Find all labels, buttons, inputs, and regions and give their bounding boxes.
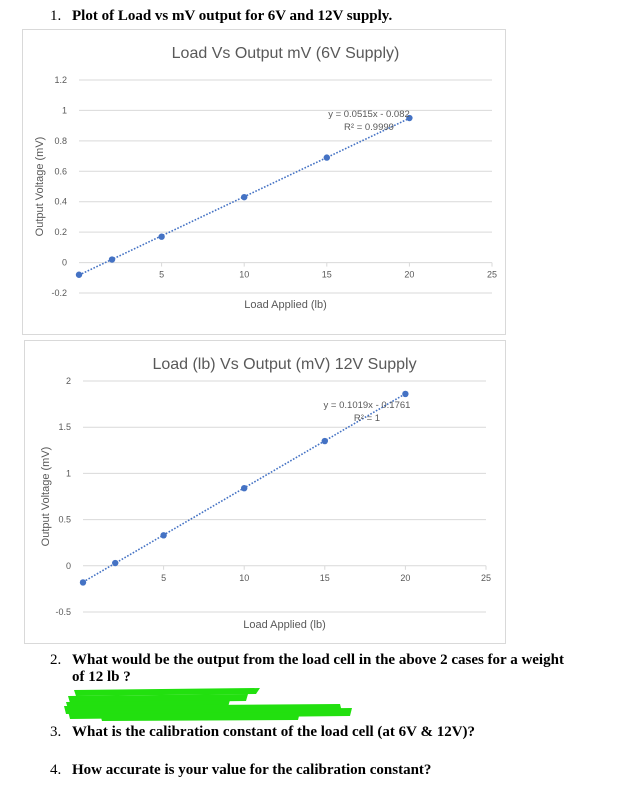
data-point xyxy=(241,193,248,201)
redaction-scribble xyxy=(64,688,352,721)
chart-title: Load Vs Output mV (6V Supply) xyxy=(172,45,400,62)
x-tick-label: 20 xyxy=(400,573,410,583)
x-tick-label: 5 xyxy=(161,573,166,583)
trendline-equation: R² = 0.9999 xyxy=(344,122,394,133)
trendline-equation: R² = 1 xyxy=(354,413,380,424)
y-axis-label: Output Voltage (mV) xyxy=(34,137,46,237)
y-tick-label: 1 xyxy=(66,468,71,478)
data-point xyxy=(323,154,330,161)
y-tick-label: 2 xyxy=(66,376,71,386)
y-tick-label: 0 xyxy=(66,561,71,571)
question-number: 3. xyxy=(50,724,62,740)
x-tick-label: 25 xyxy=(487,270,497,280)
question-text: What would be the output from the load c… xyxy=(72,652,564,668)
x-axis-label: Load Applied (lb) xyxy=(243,619,326,631)
chart-12v: Load (lb) Vs Output (mV) 12V Supply -0.5 0… xyxy=(40,356,491,631)
y-tick-label: 1 xyxy=(62,105,67,115)
x-tick-label: 10 xyxy=(239,270,249,280)
x-tick-label: 15 xyxy=(320,573,330,583)
x-tick-label: 25 xyxy=(481,573,491,583)
y-tick-label: 0.8 xyxy=(54,136,67,146)
y-tick-label: -0.5 xyxy=(55,607,71,617)
data-point xyxy=(241,484,248,492)
x-tick-label: 10 xyxy=(239,573,249,583)
y-tick-label: 0.4 xyxy=(54,197,67,207)
data-point xyxy=(160,532,167,539)
question-number: 2. xyxy=(50,652,62,668)
data-point xyxy=(108,256,116,263)
y-tick-label: 0.6 xyxy=(54,166,67,176)
question-number: 1. xyxy=(50,8,62,24)
data-point xyxy=(75,271,83,278)
y-tick-label: -0.2 xyxy=(51,288,67,298)
x-tick-label: 20 xyxy=(404,270,414,280)
question-text-continued: of 12 lb ? xyxy=(72,669,131,685)
question-text: Plot of Load vs mV output for 6V and 12V… xyxy=(72,8,393,24)
trendline-equation: y = 0.1019x - 0.1761 xyxy=(324,400,411,411)
data-point xyxy=(112,559,119,567)
question-text: How accurate is your value for the calib… xyxy=(72,762,432,778)
y-tick-label: 1.2 xyxy=(54,75,67,85)
chart-title: Load (lb) Vs Output (mV) 12V Supply xyxy=(152,356,416,373)
y-tick-label: 0 xyxy=(62,258,67,268)
trendline-equation: y = 0.0515x - 0.082 xyxy=(328,109,410,120)
y-axis-label: Output Voltage (mV) xyxy=(40,447,52,547)
chart-6v: Load Vs Output mV (6V Supply) -0.2 0 0.2 0.4… xyxy=(34,45,497,311)
x-axis-label: Load Applied (lb) xyxy=(244,299,327,311)
question-text: What is the calibration constant of the … xyxy=(72,724,476,740)
data-point xyxy=(321,437,328,445)
data-point xyxy=(79,579,87,586)
y-tick-label: 1.5 xyxy=(58,422,71,432)
chart-12v-frame: Load (lb) Vs Output (mV) 12V Supply -0.5 0… xyxy=(24,340,506,644)
data-point xyxy=(402,390,409,398)
data-point xyxy=(158,233,165,240)
chart-6v-frame: Load Vs Output mV (6V Supply) -0.2 0 0.2 0.4… xyxy=(22,29,506,335)
y-tick-label: 0.5 xyxy=(58,515,71,525)
y-tick-label: 0.2 xyxy=(54,227,67,237)
x-tick-label: 5 xyxy=(159,270,164,280)
question-number: 4. xyxy=(50,762,62,778)
data-point xyxy=(406,114,413,122)
x-tick-label: 15 xyxy=(322,270,332,280)
